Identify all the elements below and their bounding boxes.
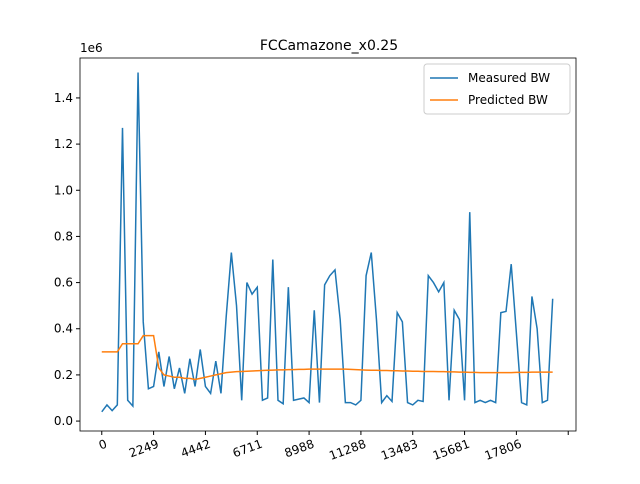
y-tick-label: 0.6 (54, 276, 73, 290)
x-tick-label: 2249 (127, 437, 160, 461)
y-tick-label: 0.2 (54, 368, 73, 382)
plot-frame (79, 57, 577, 432)
x-tick-label: 11288 (327, 437, 368, 463)
y-tick-label: 1.4 (54, 91, 73, 105)
y-tick-label: 1.2 (54, 137, 73, 151)
x-tick-label: 17806 (483, 437, 524, 463)
x-tick-label: 15681 (431, 437, 472, 463)
chart-title: FCCamazone_x0.25 (260, 38, 398, 54)
y-tick-label: 0.4 (54, 322, 73, 336)
x-tick-label: 6711 (231, 437, 264, 461)
x-tick-label: 0 (97, 437, 109, 453)
x-tick-label: 13483 (379, 437, 420, 463)
x-tick-label: 8988 (283, 437, 316, 461)
series-line (101, 72, 554, 413)
x-tick-label: 4442 (179, 437, 212, 461)
legend-box (423, 63, 571, 115)
y-tick-label: 0.0 (54, 414, 73, 428)
series-line (101, 334, 553, 381)
y-tick-label: 0.8 (54, 229, 73, 243)
legend-label: Predicted BW (468, 93, 548, 107)
y-offset-label: 1e6 (80, 41, 103, 55)
y-tick-label: 1.0 (54, 183, 73, 197)
legend-label: Measured BW (468, 71, 550, 85)
